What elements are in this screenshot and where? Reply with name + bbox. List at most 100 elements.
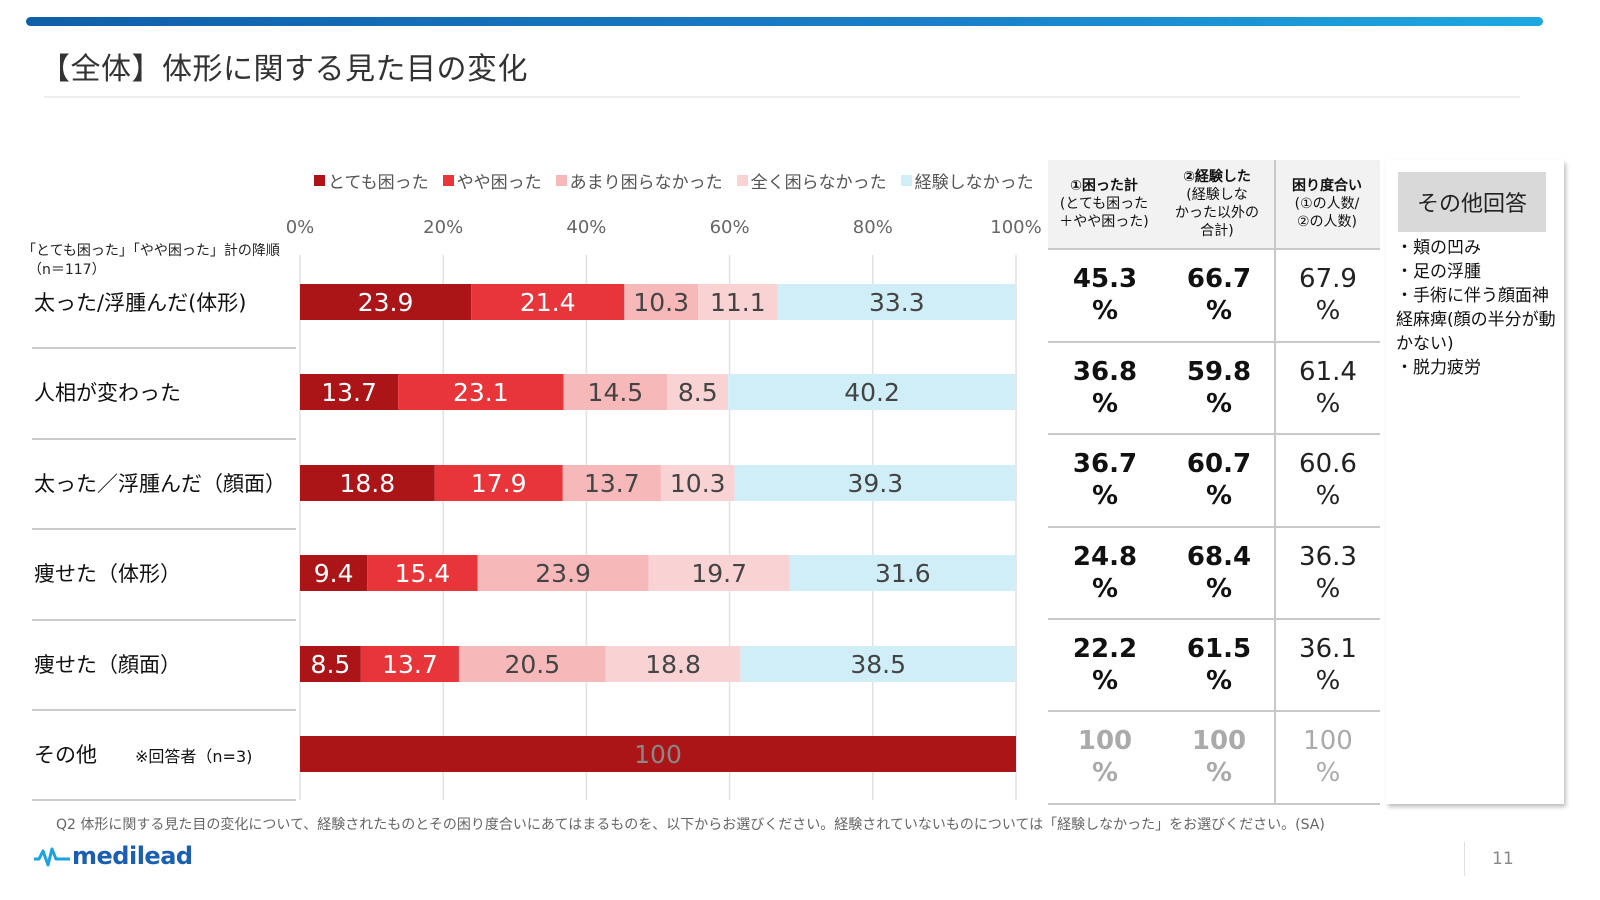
- cell-value: 68.4: [1186, 542, 1252, 572]
- table-cell-trouble-total: 100%: [1050, 725, 1160, 789]
- category-name: 人相が変わった: [34, 381, 181, 405]
- header-subtitle: (①の人数/: [1294, 196, 1360, 212]
- table-column-divider: [1274, 160, 1276, 805]
- bar-value-label: 39.3: [847, 469, 903, 498]
- cell-value: 36.8: [1072, 357, 1138, 387]
- cell-unit: %: [1315, 296, 1341, 326]
- table-header: ①困った計 (とても困った ＋やや困った) ②経験した (経験しな かった以外の 合計) 困り…: [1048, 160, 1380, 248]
- legend-item: あまり困らなかった: [555, 168, 723, 193]
- table-row-divider: [1048, 526, 1380, 528]
- category-label: 人相が変わった: [34, 377, 181, 407]
- bar-value-label: 18.8: [645, 650, 701, 679]
- legend-item: とても困った: [314, 168, 429, 193]
- bar-value-label: 19.7: [691, 559, 747, 588]
- cell-unit: %: [1315, 389, 1341, 419]
- category-name: 太った／浮腫んだ（顔面）: [34, 472, 286, 496]
- cell-unit: %: [1205, 296, 1233, 326]
- question-footnote: Q2 体形に関する見た目の変化について、経験されたものとその困り度合いにあてはま…: [56, 817, 1325, 833]
- bar-segment: [777, 284, 1016, 320]
- bar-segment: [605, 646, 741, 682]
- cell-value: 60.7: [1186, 449, 1252, 479]
- cell-unit: %: [1315, 481, 1341, 511]
- row-divider: [32, 347, 296, 349]
- table-header-cell: ②経験した (経験しな かった以外の 合計): [1160, 160, 1274, 248]
- row-divider: [32, 437, 296, 440]
- table-header-cell: ①困った計 (とても困った ＋やや困った): [1048, 160, 1160, 248]
- x-tick-label: 60%: [709, 217, 750, 238]
- bar-value-label: 8.5: [678, 378, 718, 407]
- medilead-logo: medilead: [34, 842, 193, 870]
- bar-segment: [367, 555, 478, 591]
- table-cell-trouble-total: 45.3%: [1050, 263, 1160, 327]
- bar-segment: [728, 374, 1016, 410]
- table-row-divider: [1048, 433, 1380, 435]
- legend-label: 経験しなかった: [914, 173, 1034, 193]
- legend-swatch: [736, 175, 748, 186]
- legend-label: やや困った: [456, 173, 542, 193]
- cell-value: 36.7: [1072, 449, 1138, 479]
- header-subtitle: ②の人数): [1296, 214, 1357, 230]
- bar-segment: [740, 646, 1016, 682]
- row-divider: [32, 528, 296, 530]
- legend-label: あまり困らなかった: [569, 173, 723, 193]
- row-divider: [32, 709, 296, 711]
- page-title: 【全体】体形に関する見た目の変化: [40, 52, 528, 87]
- category-label: 太った/浮腫んだ(体形): [34, 287, 246, 317]
- bar-value-label: 18.8: [339, 469, 395, 498]
- page-number: 11: [1492, 849, 1514, 869]
- legend-label: とても困った: [328, 173, 429, 193]
- bar-value-label: 100: [634, 740, 682, 769]
- table-cell-experienced: 100%: [1164, 725, 1274, 789]
- table-cell-trouble-total: 36.8%: [1050, 356, 1160, 420]
- cell-value: 100: [1191, 726, 1247, 756]
- category-name: 太った/浮腫んだ(体形): [34, 291, 247, 315]
- other-answers-panel: その他回答 ・頬の凹み ・足の浮腫 ・手術に伴う顔面神経麻痺(顔の半分が動かない) ・…: [1386, 160, 1564, 804]
- bar-segment: [667, 374, 729, 410]
- table-row-divider: [1048, 710, 1380, 712]
- cell-unit: %: [1205, 389, 1233, 419]
- category-label: 痩せた（顔面）: [34, 649, 181, 679]
- row-divider: [32, 799, 296, 801]
- table-cell-degree: 100%: [1273, 725, 1383, 789]
- category-label: 太った／浮腫んだ（顔面）: [34, 468, 286, 498]
- bar-segment: [624, 284, 699, 320]
- bar-segment: [563, 374, 668, 410]
- other-answers-title: その他回答: [1398, 172, 1546, 232]
- x-tick-label: 20%: [423, 217, 464, 238]
- category-name: 痩せた（体形）: [34, 562, 181, 586]
- table-cell-experienced: 68.4%: [1164, 541, 1274, 605]
- legend-swatch: [442, 175, 454, 186]
- other-answer-item: ・脱力疲労: [1396, 358, 1481, 378]
- cell-value: 61.5: [1186, 634, 1252, 664]
- category-note: ※回答者（n=3): [135, 747, 253, 766]
- table-header-cell: 困り度合い (①の人数/②の人数): [1274, 160, 1380, 248]
- x-tick-label: 0%: [285, 217, 315, 238]
- legend-item: やや困った: [442, 168, 542, 193]
- bar-value-label: 20.5: [505, 650, 561, 679]
- cell-value: 67.9: [1299, 264, 1357, 294]
- bar-segment: [698, 284, 778, 320]
- bar-segment: [434, 465, 563, 501]
- header-accent-bar: [26, 17, 1543, 26]
- table-cell-degree: 36.3%: [1273, 541, 1383, 605]
- header-subtitle: (経験しな: [1186, 187, 1248, 203]
- cell-unit: %: [1205, 666, 1233, 696]
- table-cell-degree: 67.9%: [1273, 263, 1383, 327]
- cell-unit: %: [1091, 389, 1119, 419]
- table-row-divider: [1048, 618, 1380, 620]
- bar-segment: [300, 374, 399, 410]
- cell-unit: %: [1205, 758, 1233, 788]
- bar-segment: [648, 555, 790, 591]
- table-cell-trouble-total: 36.7%: [1050, 448, 1160, 512]
- sort-note-line1: 「とても困った」「やや困った」計の降順: [22, 243, 280, 259]
- logo-text: medilead: [72, 842, 193, 870]
- legend-label: 全く困らなかった: [750, 173, 887, 193]
- header-title: 困り度合い: [1292, 178, 1362, 194]
- table-cell-degree: 36.1%: [1273, 633, 1383, 697]
- bar-segment: [471, 284, 625, 320]
- bar-value-label: 17.9: [471, 469, 527, 498]
- table-cell-degree: 60.6%: [1273, 448, 1383, 512]
- x-tick-label: 100%: [990, 217, 1042, 238]
- cell-value: 59.8: [1186, 357, 1252, 387]
- table-cell-experienced: 59.8%: [1164, 356, 1274, 420]
